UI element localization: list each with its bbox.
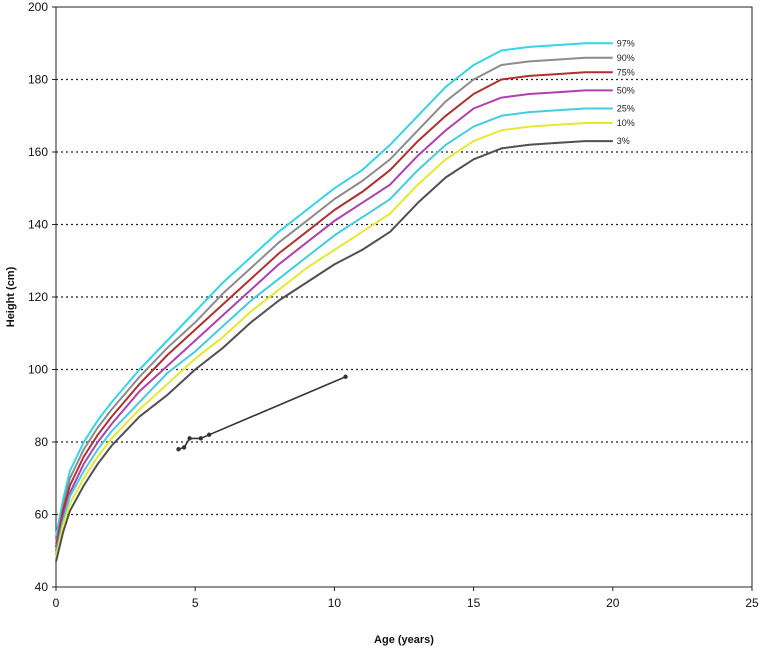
series-layer [55,42,613,562]
y-tick-label-160: 160 [28,145,48,159]
patient-point-0 [176,447,181,452]
series-75pct-line [55,71,613,548]
series-25pct-line [55,107,613,555]
patient-point-4 [206,432,212,437]
x-tick-label-25: 25 [745,596,759,610]
y-tick-label-40: 40 [35,580,49,594]
patient-point-3 [198,436,203,441]
y-axis-ticks: 40 60 80 100 120 140 160 180 200 [28,0,56,594]
y-tick-label-60: 60 [35,508,49,522]
x-tick-label-5: 5 [192,596,199,610]
series-90pct-label: 90% [617,53,635,63]
series-50pct-line [55,89,613,552]
series-50pct-label: 50% [617,85,635,95]
series-10pct-label: 10% [617,118,635,128]
x-axis-ticks: 0 5 10 15 20 25 [53,587,759,610]
x-tick-label-15: 15 [467,596,481,610]
x-axis-title: Age (years) [374,634,434,646]
patient-point-2 [187,436,192,441]
patient-point-1 [181,445,187,450]
series-97pct-line [55,42,613,537]
y-tick-label-80: 80 [35,435,49,449]
y-tick-label-120: 120 [28,290,48,304]
series-75pct-label: 75% [617,67,635,77]
series-97pct-label: 97% [617,38,635,48]
series-3pct-label: 3% [617,136,630,146]
y-tick-label-180: 180 [28,73,48,87]
percentile-labels: 97% 90% 75% 50% 25% 10% 3% [617,38,635,146]
y-tick-label-100: 100 [28,363,48,377]
series-10pct-line [55,122,613,559]
series-90pct-line [55,56,613,544]
y-tick-label-200: 200 [28,0,48,14]
series-3pct-line [55,140,613,562]
x-tick-label-0: 0 [53,596,60,610]
y-tick-label-140: 140 [28,218,48,232]
series-25pct-label: 25% [617,104,635,114]
y-axis-title: Height (cm) [5,266,17,327]
x-tick-label-20: 20 [606,596,620,610]
x-tick-label-10: 10 [328,596,342,610]
patient-point-5 [343,374,348,379]
